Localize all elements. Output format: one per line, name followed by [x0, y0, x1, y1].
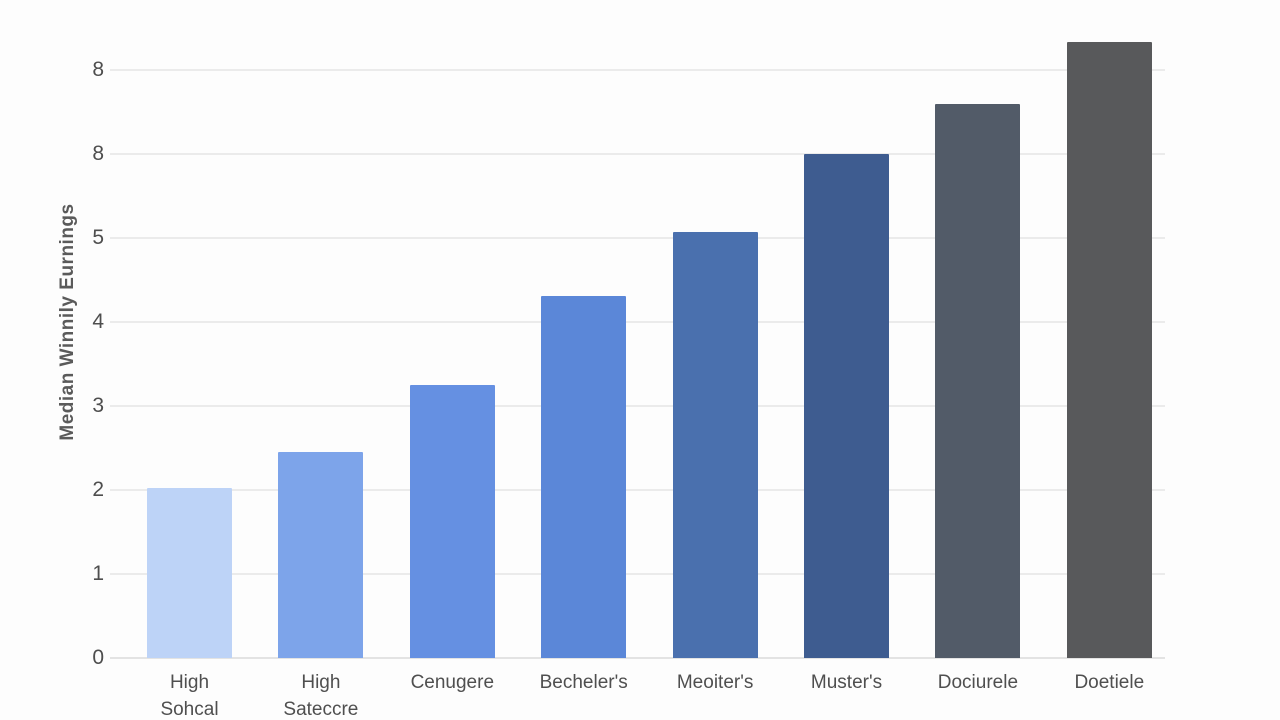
gridline — [110, 573, 1165, 575]
gridline — [110, 405, 1165, 407]
y-tick-label: 5 — [92, 226, 104, 249]
x-tick-label: High Sateccre — [283, 672, 359, 720]
x-axis-baseline — [110, 657, 1165, 659]
y-tick-label: 0 — [92, 646, 104, 669]
y-tick-label: 8 — [92, 142, 104, 165]
x-tick-label: Becheler's — [539, 672, 628, 693]
x-tick-label: High Sohcal — [160, 672, 219, 720]
y-tick-label: 8 — [92, 58, 104, 81]
gridline — [110, 237, 1165, 239]
bar — [673, 232, 758, 658]
bar — [1067, 42, 1152, 658]
x-tick-label: Dociurele — [937, 672, 1019, 693]
y-tick-label: 2 — [92, 478, 104, 501]
x-tick-label: Muster's — [810, 672, 883, 693]
gridline — [110, 153, 1165, 155]
bar — [541, 296, 626, 658]
bar — [147, 488, 232, 658]
gridline — [110, 489, 1165, 491]
bar — [410, 385, 495, 658]
gridline — [110, 69, 1165, 71]
x-tick-label: Doetiele — [1074, 672, 1145, 693]
bar — [804, 154, 889, 658]
bar — [278, 452, 363, 658]
x-tick-label: Cenugere — [410, 672, 495, 693]
y-tick-label: 3 — [92, 394, 104, 417]
y-tick-label: 1 — [92, 562, 104, 585]
bar — [935, 104, 1020, 658]
y-tick-label: 4 — [92, 310, 104, 333]
gridline — [110, 321, 1165, 323]
x-tick-label: Meoiter's — [676, 672, 754, 693]
